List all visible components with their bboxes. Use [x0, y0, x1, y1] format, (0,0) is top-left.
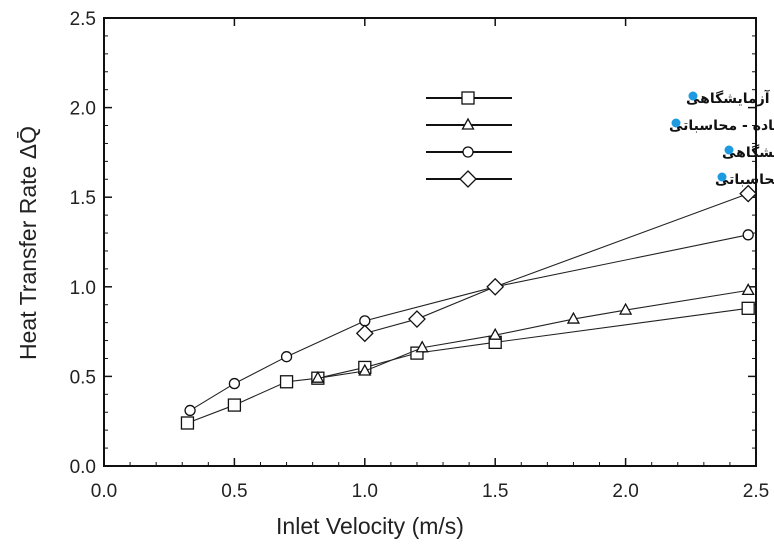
- y-tick-label: 1.0: [70, 278, 96, 299]
- series-square: [180, 301, 755, 430]
- legend: فین ساده - آزمایشگاهی فین ساده - محاسباتی…: [426, 89, 774, 188]
- data-point: [184, 404, 196, 417]
- x-tick-label: 1.0: [352, 481, 378, 502]
- legend-label: فین ساده - آزمایشگاهی: [686, 89, 774, 107]
- plot-frame: [103, 17, 757, 467]
- x-tick-label: 0.5: [221, 481, 247, 502]
- x-tick-label: 2.0: [612, 481, 638, 502]
- legend-label: فین توربولانس - محاسباتی: [715, 172, 774, 188]
- data-point: [488, 327, 502, 340]
- legend-bullet: [671, 118, 681, 128]
- y-tick-label: 0.5: [70, 367, 96, 388]
- data-point: [566, 311, 581, 324]
- y-axis-title: Heat Transfer Rate ΔQ̄: [15, 126, 41, 360]
- data-point: [280, 351, 293, 363]
- legend-entry: فین توربولانس - آزمایشگاهی: [426, 143, 774, 161]
- legend-entry: فین ساده - آزمایشگاهی: [426, 89, 774, 107]
- legend-bullet: [724, 145, 734, 155]
- data-point: [741, 301, 755, 315]
- data-point: [358, 363, 372, 376]
- y-tick-label: 2.0: [70, 99, 96, 120]
- data-point: [180, 416, 195, 430]
- data-point: [408, 310, 426, 328]
- data-point: [355, 324, 374, 343]
- data-point: [742, 229, 754, 241]
- legend-bullet: [717, 172, 727, 182]
- series-triangle: [311, 283, 755, 383]
- series-line: [189, 234, 749, 411]
- y-tick-label: 0.0: [70, 457, 96, 478]
- data-point: [279, 375, 294, 389]
- series-line: [317, 289, 749, 379]
- x-tick-label: 0.0: [91, 481, 117, 502]
- legend-entry: فین توربولانس - محاسباتی: [426, 170, 774, 188]
- series-line: [364, 193, 749, 334]
- x-tick-label: 2.5: [743, 481, 769, 502]
- legend-label: فین ساده - محاسباتی: [669, 118, 774, 134]
- series: [180, 184, 758, 430]
- data-point: [619, 302, 633, 315]
- series-diamond: [355, 184, 758, 343]
- legend-label: فین توربولانس - آزمایشگاهی: [722, 143, 774, 161]
- legend-bullet: [688, 91, 698, 101]
- legend-marker: [461, 117, 475, 130]
- series-line: [187, 307, 749, 424]
- axes: 0.0 0.5 1.0 1.5 2.0 2.5 0.0 0.5 1.0 1.5 2.0 2.5: [70, 9, 770, 502]
- data-point: [739, 184, 758, 203]
- data-point: [227, 398, 242, 412]
- data-point: [415, 340, 429, 353]
- legend-marker: [459, 170, 477, 188]
- y-tick-label: 2.5: [70, 9, 96, 30]
- legend-marker: [461, 91, 475, 105]
- data-point: [228, 377, 241, 390]
- x-tick-label: 1.5: [482, 481, 508, 502]
- data-point: [486, 277, 505, 296]
- data-point: [741, 283, 755, 296]
- x-axis-title: Inlet Velocity (m/s): [276, 513, 464, 539]
- series-circle: [184, 229, 754, 417]
- data-point: [311, 370, 325, 383]
- data-point: [359, 315, 371, 327]
- y-tick-label: 1.5: [70, 188, 96, 209]
- legend-marker: [462, 146, 474, 158]
- legend-entry: فین ساده - محاسباتی: [426, 117, 774, 134]
